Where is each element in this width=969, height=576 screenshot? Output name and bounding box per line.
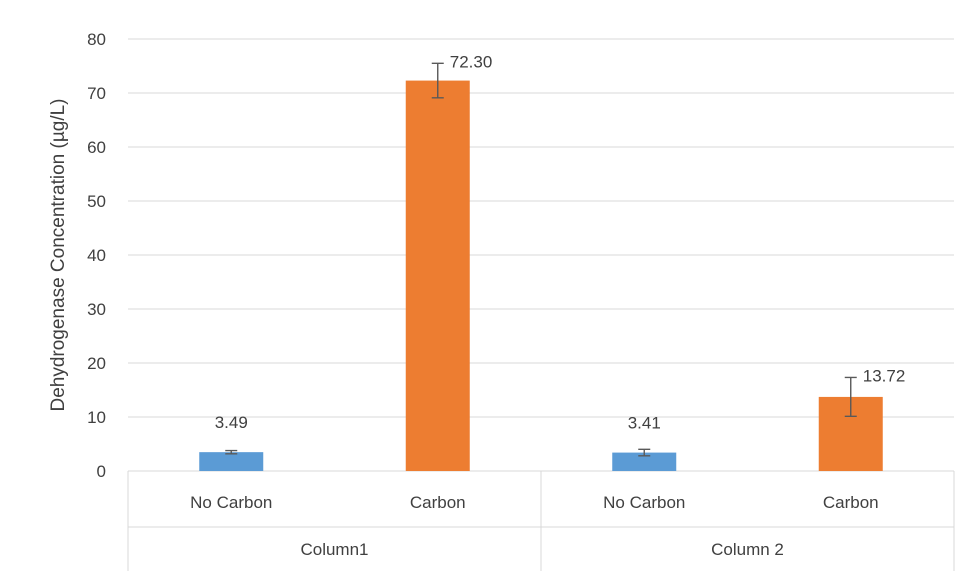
y-tick-label: 70 bbox=[87, 84, 106, 103]
y-tick-label: 80 bbox=[87, 30, 106, 49]
y-tick-label: 10 bbox=[87, 408, 106, 427]
bar bbox=[199, 452, 264, 471]
category-label: Carbon bbox=[823, 493, 879, 512]
error-bars bbox=[225, 62, 857, 457]
data-label: 13.72 bbox=[863, 366, 906, 385]
data-label: 3.49 bbox=[215, 413, 248, 432]
error-bar bbox=[638, 448, 651, 457]
gridlines bbox=[127, 38, 955, 571]
error-bar bbox=[431, 62, 444, 99]
bar bbox=[612, 452, 677, 471]
error-bar bbox=[844, 376, 857, 418]
y-tick-label: 20 bbox=[87, 354, 106, 373]
y-tick-label: 60 bbox=[87, 138, 106, 157]
data-labels: 3.49 72.30 3.41 13.72 bbox=[215, 52, 906, 432]
x-axis-categories: Column1 No Carbon Carbon Column 2 No Carbon C… bbox=[190, 493, 878, 559]
data-label: 72.30 bbox=[450, 52, 493, 71]
category-label: No Carbon bbox=[190, 493, 272, 512]
y-tick-label: 50 bbox=[87, 192, 106, 211]
y-tick-label: 40 bbox=[87, 246, 106, 265]
group-label: Column1 bbox=[300, 540, 368, 559]
error-bar bbox=[225, 449, 238, 455]
y-tick-label: 0 bbox=[97, 462, 106, 481]
y-axis-ticks: 0 10 20 30 40 50 60 70 80 bbox=[87, 30, 106, 481]
data-label: 3.41 bbox=[628, 414, 661, 433]
bar bbox=[405, 80, 470, 471]
category-label: Carbon bbox=[410, 493, 466, 512]
y-axis-title: Dehydrogenase Concentration (µg/L) bbox=[48, 98, 69, 411]
category-label: No Carbon bbox=[603, 493, 685, 512]
y-tick-label: 30 bbox=[87, 300, 106, 319]
bars bbox=[199, 80, 883, 471]
group-label: Column 2 bbox=[711, 540, 784, 559]
